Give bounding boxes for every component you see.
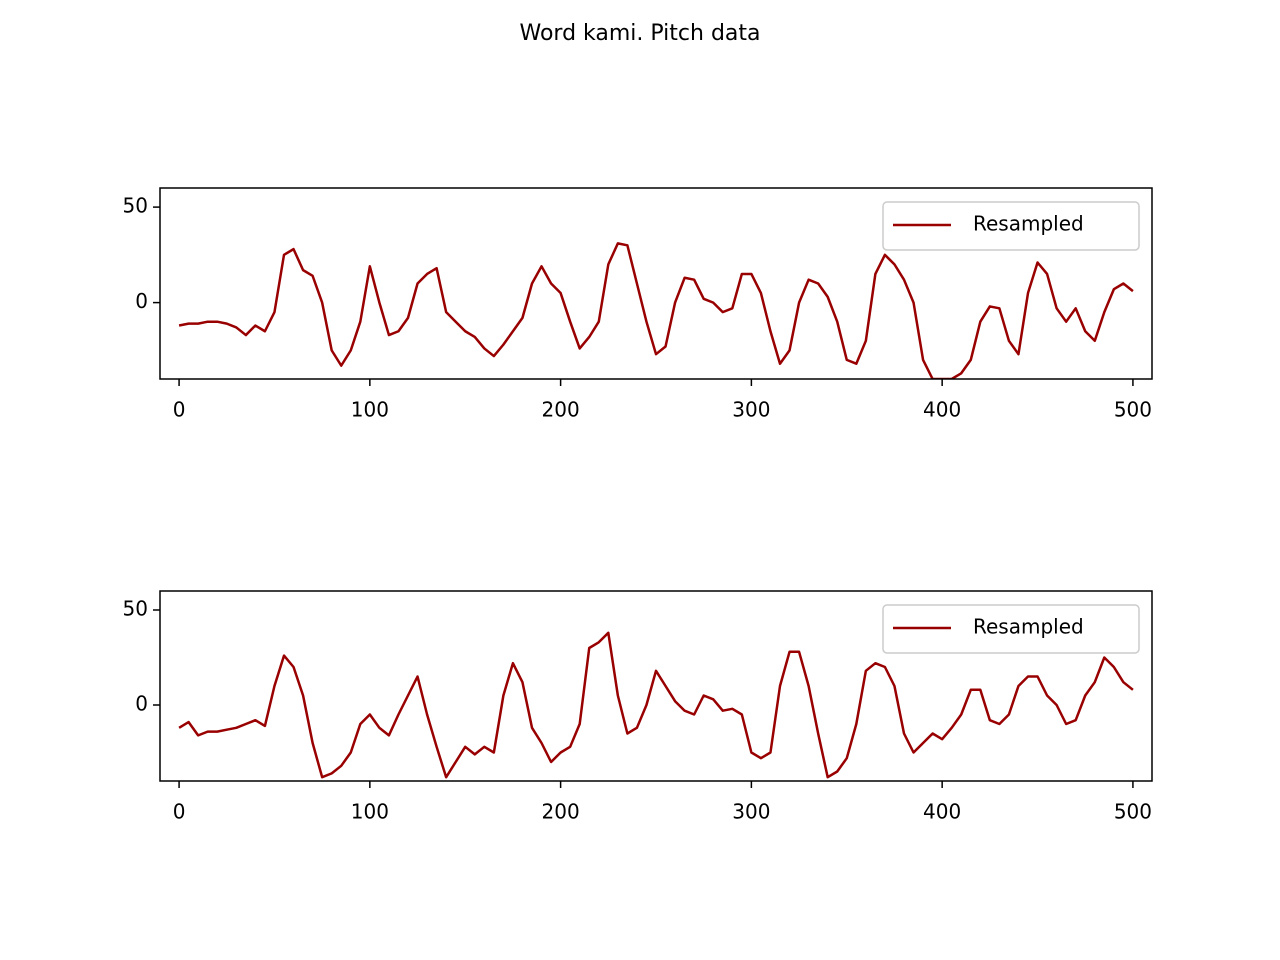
x-tick-label: 0 — [173, 398, 186, 422]
x-tick-label: 0 — [173, 800, 186, 824]
y-tick-label: 0 — [135, 289, 148, 313]
line-series — [178, 242, 1134, 379]
axes-frame — [159, 187, 1153, 380]
legend-label: Resampled — [973, 212, 1084, 236]
line-series — [178, 631, 1134, 779]
x-tick-label: 400 — [923, 398, 961, 422]
x-tick-label: 100 — [351, 800, 389, 824]
y-tick-label: 50 — [123, 597, 148, 621]
x-tick-label: 300 — [732, 398, 770, 422]
legend-box — [882, 604, 1140, 654]
legend-box — [882, 201, 1140, 251]
y-tick-label: 50 — [123, 194, 148, 218]
figure-title: Word kami. Pitch data — [519, 21, 760, 46]
y-tick-label: 0 — [135, 692, 148, 716]
x-tick-label: 200 — [542, 398, 580, 422]
x-tick-label: 300 — [732, 800, 770, 824]
x-tick-label: 200 — [542, 800, 580, 824]
x-tick-label: 500 — [1114, 398, 1152, 422]
x-tick-label: 400 — [923, 800, 961, 824]
x-tick-label: 100 — [351, 398, 389, 422]
legend-label: Resampled — [973, 615, 1084, 639]
axes-frame — [159, 590, 1153, 782]
x-tick-label: 500 — [1114, 800, 1152, 824]
